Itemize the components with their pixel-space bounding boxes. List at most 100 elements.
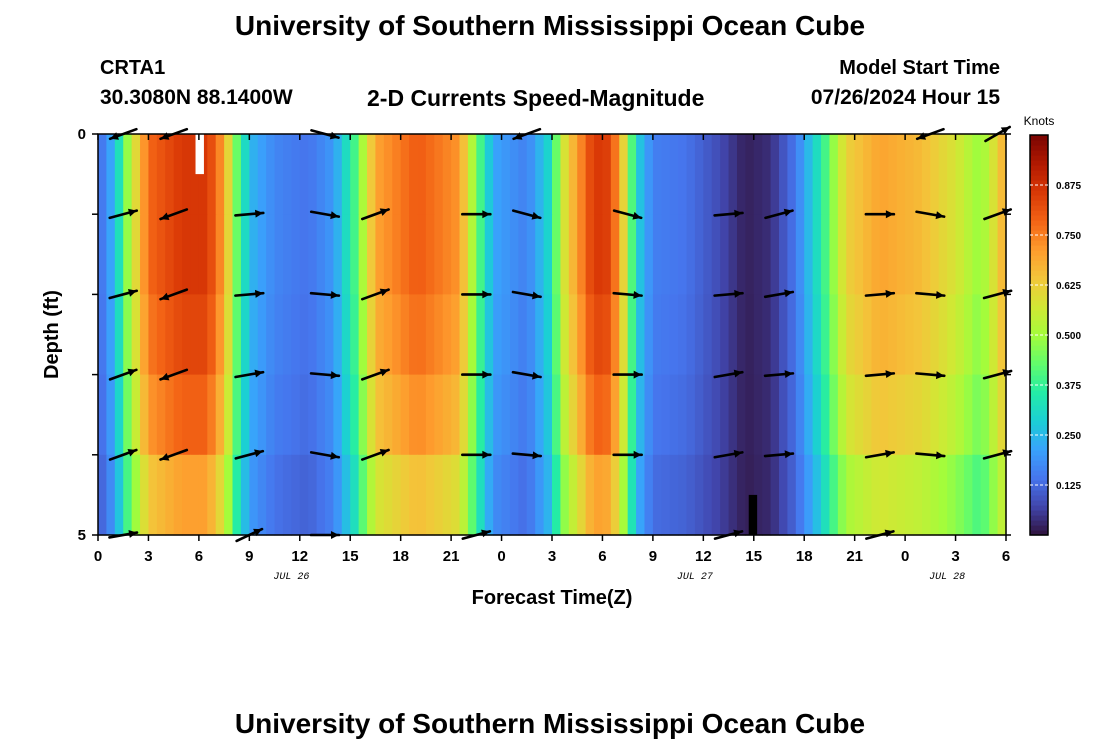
heatmap-cell	[694, 374, 704, 456]
colorbar-segment	[1030, 230, 1048, 236]
colorbar-segment	[1030, 490, 1048, 496]
model-start-time: 07/26/2024 Hour 15	[810, 86, 1000, 109]
heatmap-cell	[207, 214, 217, 295]
heatmap-cell	[291, 374, 301, 456]
heatmap-cell	[896, 294, 906, 376]
heatmap-cell	[644, 374, 654, 456]
heatmap-cell	[694, 454, 704, 536]
heatmap-cell	[552, 134, 562, 215]
heatmap-cell	[703, 214, 713, 295]
station-name: CRTA1	[100, 57, 166, 79]
heatmap-cell	[694, 294, 704, 376]
heatmap-cell	[804, 134, 814, 215]
heatmap-cell	[156, 214, 166, 295]
colorbar-segment	[1030, 160, 1048, 166]
colorbar-segment	[1030, 410, 1048, 416]
heatmap-cell	[568, 134, 578, 215]
heatmap-cell	[425, 214, 435, 295]
colorbar-segment	[1030, 175, 1048, 181]
heatmap-cell	[627, 134, 637, 215]
colorbar-segment	[1030, 285, 1048, 291]
heatmap-cell	[678, 374, 688, 456]
colorbar-segment	[1030, 290, 1048, 296]
heatmap-cell	[198, 454, 208, 536]
x-tick-label: 15	[745, 548, 762, 565]
heatmap-cell	[728, 294, 738, 376]
x-tick-label: 0	[497, 548, 505, 565]
colorbar-segment	[1030, 340, 1048, 346]
colorbar-segment	[1030, 325, 1048, 331]
x-tick-label: 9	[245, 548, 253, 565]
heatmap-cell	[669, 454, 679, 536]
heatmap-cell	[997, 374, 1007, 456]
heatmap-cell	[669, 374, 679, 456]
x-tick-label: 18	[796, 548, 813, 565]
heatmap-cell	[165, 134, 175, 215]
heatmap-cell	[627, 214, 637, 295]
heatmap-cell	[602, 134, 612, 215]
heatmap-cell	[972, 214, 982, 295]
heatmap-cell	[703, 454, 713, 536]
heatmap-cell	[636, 294, 646, 376]
heatmap-cell	[955, 294, 965, 376]
heatmap-cell	[518, 454, 528, 536]
heatmap-cell	[215, 294, 225, 376]
current-vector-arrow	[713, 369, 744, 379]
heatmap-cell	[846, 134, 856, 215]
heatmap-cell	[661, 294, 671, 376]
colorbar-segment	[1030, 385, 1048, 391]
current-vector-arrow	[234, 289, 265, 298]
heatmap-cell	[619, 134, 629, 215]
heatmap-cell	[863, 214, 873, 295]
heatmap-cell	[308, 294, 318, 376]
colorbar-segment	[1030, 255, 1048, 261]
heatmap-cell	[568, 214, 578, 295]
heatmap-cell	[106, 454, 116, 536]
heatmap-cell	[854, 374, 864, 456]
footer-title: University of Southern Mississippi Ocean…	[234, 708, 866, 739]
heatmap-cell	[762, 374, 772, 456]
heatmap-cell	[182, 294, 192, 376]
heatmap-cell	[594, 134, 604, 215]
heatmap-cell	[190, 374, 200, 456]
heatmap-cell	[493, 374, 503, 456]
heatmap-cell	[963, 134, 973, 215]
heatmap-cell	[955, 374, 965, 456]
heatmap-cell	[636, 134, 646, 215]
heatmap-cell	[980, 134, 990, 215]
heatmap-cell	[274, 374, 284, 456]
heatmap-cell	[980, 374, 990, 456]
heatmap-cell	[367, 454, 377, 536]
heatmap-cell	[392, 214, 402, 295]
heatmap-cell	[711, 134, 721, 215]
colorbar-segment	[1030, 370, 1048, 376]
heatmap-cell	[165, 374, 175, 456]
heatmap-cell	[720, 454, 730, 536]
colorbar-segment	[1030, 195, 1048, 201]
colorbar-tick-label: 0.250	[1056, 431, 1081, 442]
heatmap-cell	[383, 374, 393, 456]
heatmap-cell	[535, 214, 545, 295]
heatmap-cell	[905, 454, 915, 536]
heatmap-cell	[282, 294, 292, 376]
current-vector-arrow	[763, 370, 795, 379]
heatmap-cell	[888, 454, 898, 536]
heatmap-cell	[114, 294, 124, 376]
heatmap-cell	[467, 454, 477, 536]
heatmap-cell	[930, 134, 940, 215]
heatmap-cell	[888, 374, 898, 456]
heatmap-cell	[140, 134, 150, 215]
colorbar-segment	[1030, 155, 1048, 161]
heatmap-cell	[434, 374, 444, 456]
heatmap-cell	[123, 374, 133, 456]
heatmap-cell	[266, 134, 276, 215]
current-vector-arrow	[360, 208, 390, 221]
heatmap-cell	[577, 294, 587, 376]
heatmap-cell	[989, 454, 999, 536]
heatmap-cell	[140, 454, 150, 536]
heatmap-cell	[703, 374, 713, 456]
heatmap-cell	[821, 214, 831, 295]
colorbar-segment	[1030, 485, 1048, 491]
heatmap-cell	[207, 134, 217, 215]
current-vector-arrow	[612, 209, 643, 220]
